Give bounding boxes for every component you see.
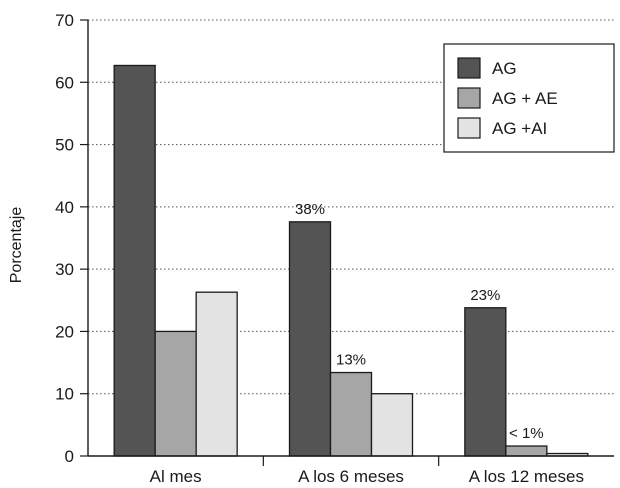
y-tick-label: 60 [55, 73, 74, 92]
legend-label: AG +AI [492, 119, 547, 138]
legend-swatch [458, 118, 480, 138]
y-tick-label: 20 [55, 322, 74, 341]
data-label: 13% [336, 352, 366, 369]
bar-ag-2 [465, 308, 506, 456]
y-axis-title: Porcentaje [8, 207, 25, 284]
legend-swatch [458, 88, 480, 108]
y-tick-label: 50 [55, 136, 74, 155]
legend-swatch [458, 58, 480, 78]
data-label: < 1% [509, 425, 544, 442]
bar-ag-ai-1 [372, 394, 413, 456]
y-tick-label: 70 [55, 11, 74, 30]
legend: AG AG + AE AG +AI [444, 44, 614, 152]
data-label: 38% [295, 201, 325, 218]
bar-ag-ae-0 [155, 331, 196, 456]
bar-ag-ae-2 [506, 446, 547, 456]
bar-ag-0 [114, 65, 155, 456]
legend-label: AG + AE [492, 89, 558, 108]
y-tick-label: 40 [55, 198, 74, 217]
data-label: 23% [470, 287, 500, 304]
bar-ag-1 [290, 222, 331, 456]
x-tick-label: Al mes [150, 467, 202, 486]
bar-ag-ai-0 [196, 292, 237, 456]
bar-ag-ae-1 [331, 373, 372, 456]
x-tick-label: A los 12 meses [469, 467, 584, 486]
y-tick-label: 0 [65, 447, 74, 466]
y-tick-label: 10 [55, 385, 74, 404]
y-tick-label: 30 [55, 260, 74, 279]
x-tick-label: A los 6 meses [298, 467, 404, 486]
legend-label: AG [492, 59, 517, 78]
